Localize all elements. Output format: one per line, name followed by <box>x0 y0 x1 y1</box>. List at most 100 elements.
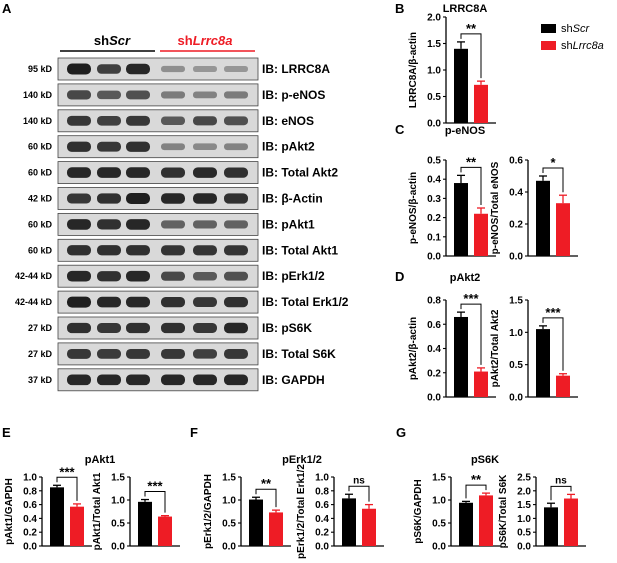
blot-band <box>126 90 150 100</box>
blot-row: 60 kD IB: Total Akt2 <box>28 161 338 185</box>
blot-band <box>161 193 185 204</box>
y-tick-label: 0.4 <box>427 344 441 355</box>
bar <box>459 502 473 546</box>
molecular-weight-label: 42-44 kD <box>15 297 53 307</box>
bar-chart-b: 0.0 0.5 1.0 1.5 2.0 LRRC8A/β-actin ** <box>408 13 496 130</box>
molecular-weight-label: 27 kD <box>28 349 53 359</box>
y-tick-label: 0.6 <box>315 500 329 511</box>
blot-band <box>161 143 185 151</box>
blot-band <box>193 116 217 126</box>
y-axis-label: pS6K/GAPDH <box>413 479 424 543</box>
panel-letter-b: B <box>395 1 404 16</box>
immunoblot-label: IB: eNOS <box>262 114 314 128</box>
blot-band <box>67 63 91 75</box>
blot-strip <box>57 238 259 262</box>
y-tick-label: 1.0 <box>432 496 446 507</box>
bar-chart-d: 0.0 0.5 1.0 1.5 pAkt2/Total Akt2 *** <box>490 296 578 404</box>
blot-band <box>97 271 121 282</box>
y-tick-label: 1.0 <box>222 496 236 507</box>
blot-band <box>126 270 150 282</box>
blot-band <box>224 322 248 334</box>
bar <box>342 498 356 546</box>
blot-strip <box>57 264 259 288</box>
blot-band <box>193 193 217 204</box>
bar-chart-f: 0.0 0.5 1.0 1.5 pErk1/2/GAPDH ** <box>203 473 291 553</box>
blot-band <box>126 374 150 386</box>
y-tick-label: 1.0 <box>23 473 37 484</box>
significance-label: *** <box>463 291 479 306</box>
y-tick-label: 0.2 <box>509 220 523 231</box>
blot-band <box>161 91 185 99</box>
y-axis-label: pAkt2/Total Akt2 <box>490 309 501 387</box>
legend-entry: shLrrc8a <box>561 40 604 52</box>
blot-band <box>67 141 91 152</box>
blot-row: 42-44 kD IB: pErk1/2 <box>15 264 325 288</box>
bar <box>50 487 64 546</box>
y-tick-label: 0.2 <box>427 368 441 379</box>
y-tick-label: 0.4 <box>427 175 441 186</box>
blot-band <box>193 220 217 229</box>
y-tick-label: 1.0 <box>509 328 523 339</box>
blot-band <box>224 91 248 99</box>
y-tick-label: 2.0 <box>427 13 441 24</box>
panel-title-d: pAkt2 <box>450 272 481 284</box>
blot-band <box>161 271 185 281</box>
y-axis-label: pErk1/2/Total Erk1/2 <box>296 464 307 559</box>
bar-chart-e: 0.0 0.2 0.4 0.6 0.8 1.0 pAkt1/GAPDH *** <box>4 464 92 553</box>
panel-letter-f: F <box>190 425 198 440</box>
bar-chart-g: 0.0 0.5 1.0 1.5 2.0 2.5 pS6K/Total S6K ns <box>498 473 586 553</box>
blot-row: 95 kD IB: LRRC8A <box>28 57 330 81</box>
bar <box>474 84 488 123</box>
bar <box>158 516 172 546</box>
y-tick-label: 0.5 <box>222 519 236 530</box>
blot-band <box>224 193 248 204</box>
panel-title-f: pErk1/2 <box>282 454 322 466</box>
significance-bracket <box>56 476 78 501</box>
group-label-scr-prefix: sh <box>94 33 109 48</box>
blot-band <box>97 64 121 74</box>
y-tick-label: 0.0 <box>509 393 523 404</box>
y-tick-label: 1.5 <box>432 473 446 484</box>
bar <box>536 180 550 256</box>
blot-band <box>193 323 217 333</box>
bar <box>269 512 283 546</box>
bar <box>544 507 558 546</box>
immunoblot-label: IB: Total S6K <box>262 347 336 361</box>
immunoblot-label: IB: GAPDH <box>262 373 325 387</box>
molecular-weight-label: 95 kD <box>28 64 53 74</box>
blot-band <box>126 348 150 359</box>
bar <box>70 506 84 546</box>
group-label-lrrc8a-prefix: sh <box>178 33 193 48</box>
blot-strip <box>57 342 259 366</box>
blot-strip <box>57 187 259 210</box>
bar <box>536 329 550 397</box>
immunoblot-label: IB: p-eNOS <box>262 88 325 102</box>
immunoblot-label: IB: LRRC8A <box>262 62 330 76</box>
significance-bracket <box>460 166 482 205</box>
group-label-lrrc8a: shLrrc8a <box>178 33 233 48</box>
y-tick-label: 0.0 <box>509 252 523 263</box>
bar <box>474 371 488 397</box>
y-tick-label: 1.5 <box>517 500 531 511</box>
bar <box>474 213 488 256</box>
legend-swatch <box>541 24 556 33</box>
blot-band <box>126 167 150 178</box>
blot-band <box>67 167 91 178</box>
blot-band <box>97 90 121 100</box>
blot-band <box>126 322 150 334</box>
bar <box>564 498 578 546</box>
panel-title-e: pAkt1 <box>85 454 116 466</box>
bar <box>479 495 493 546</box>
group-label-scr-italic: Scr <box>109 33 131 48</box>
blot-band <box>224 271 248 281</box>
blot-strip <box>57 109 259 133</box>
blot-band <box>161 220 185 229</box>
y-tick-label: 1.0 <box>427 66 441 77</box>
blot-band <box>224 220 248 229</box>
immunoblot-label: IB: Total Akt1 <box>262 243 338 257</box>
significance-label: * <box>550 155 556 170</box>
significance-bracket <box>255 488 277 508</box>
y-tick-label: 0.4 <box>23 514 37 525</box>
